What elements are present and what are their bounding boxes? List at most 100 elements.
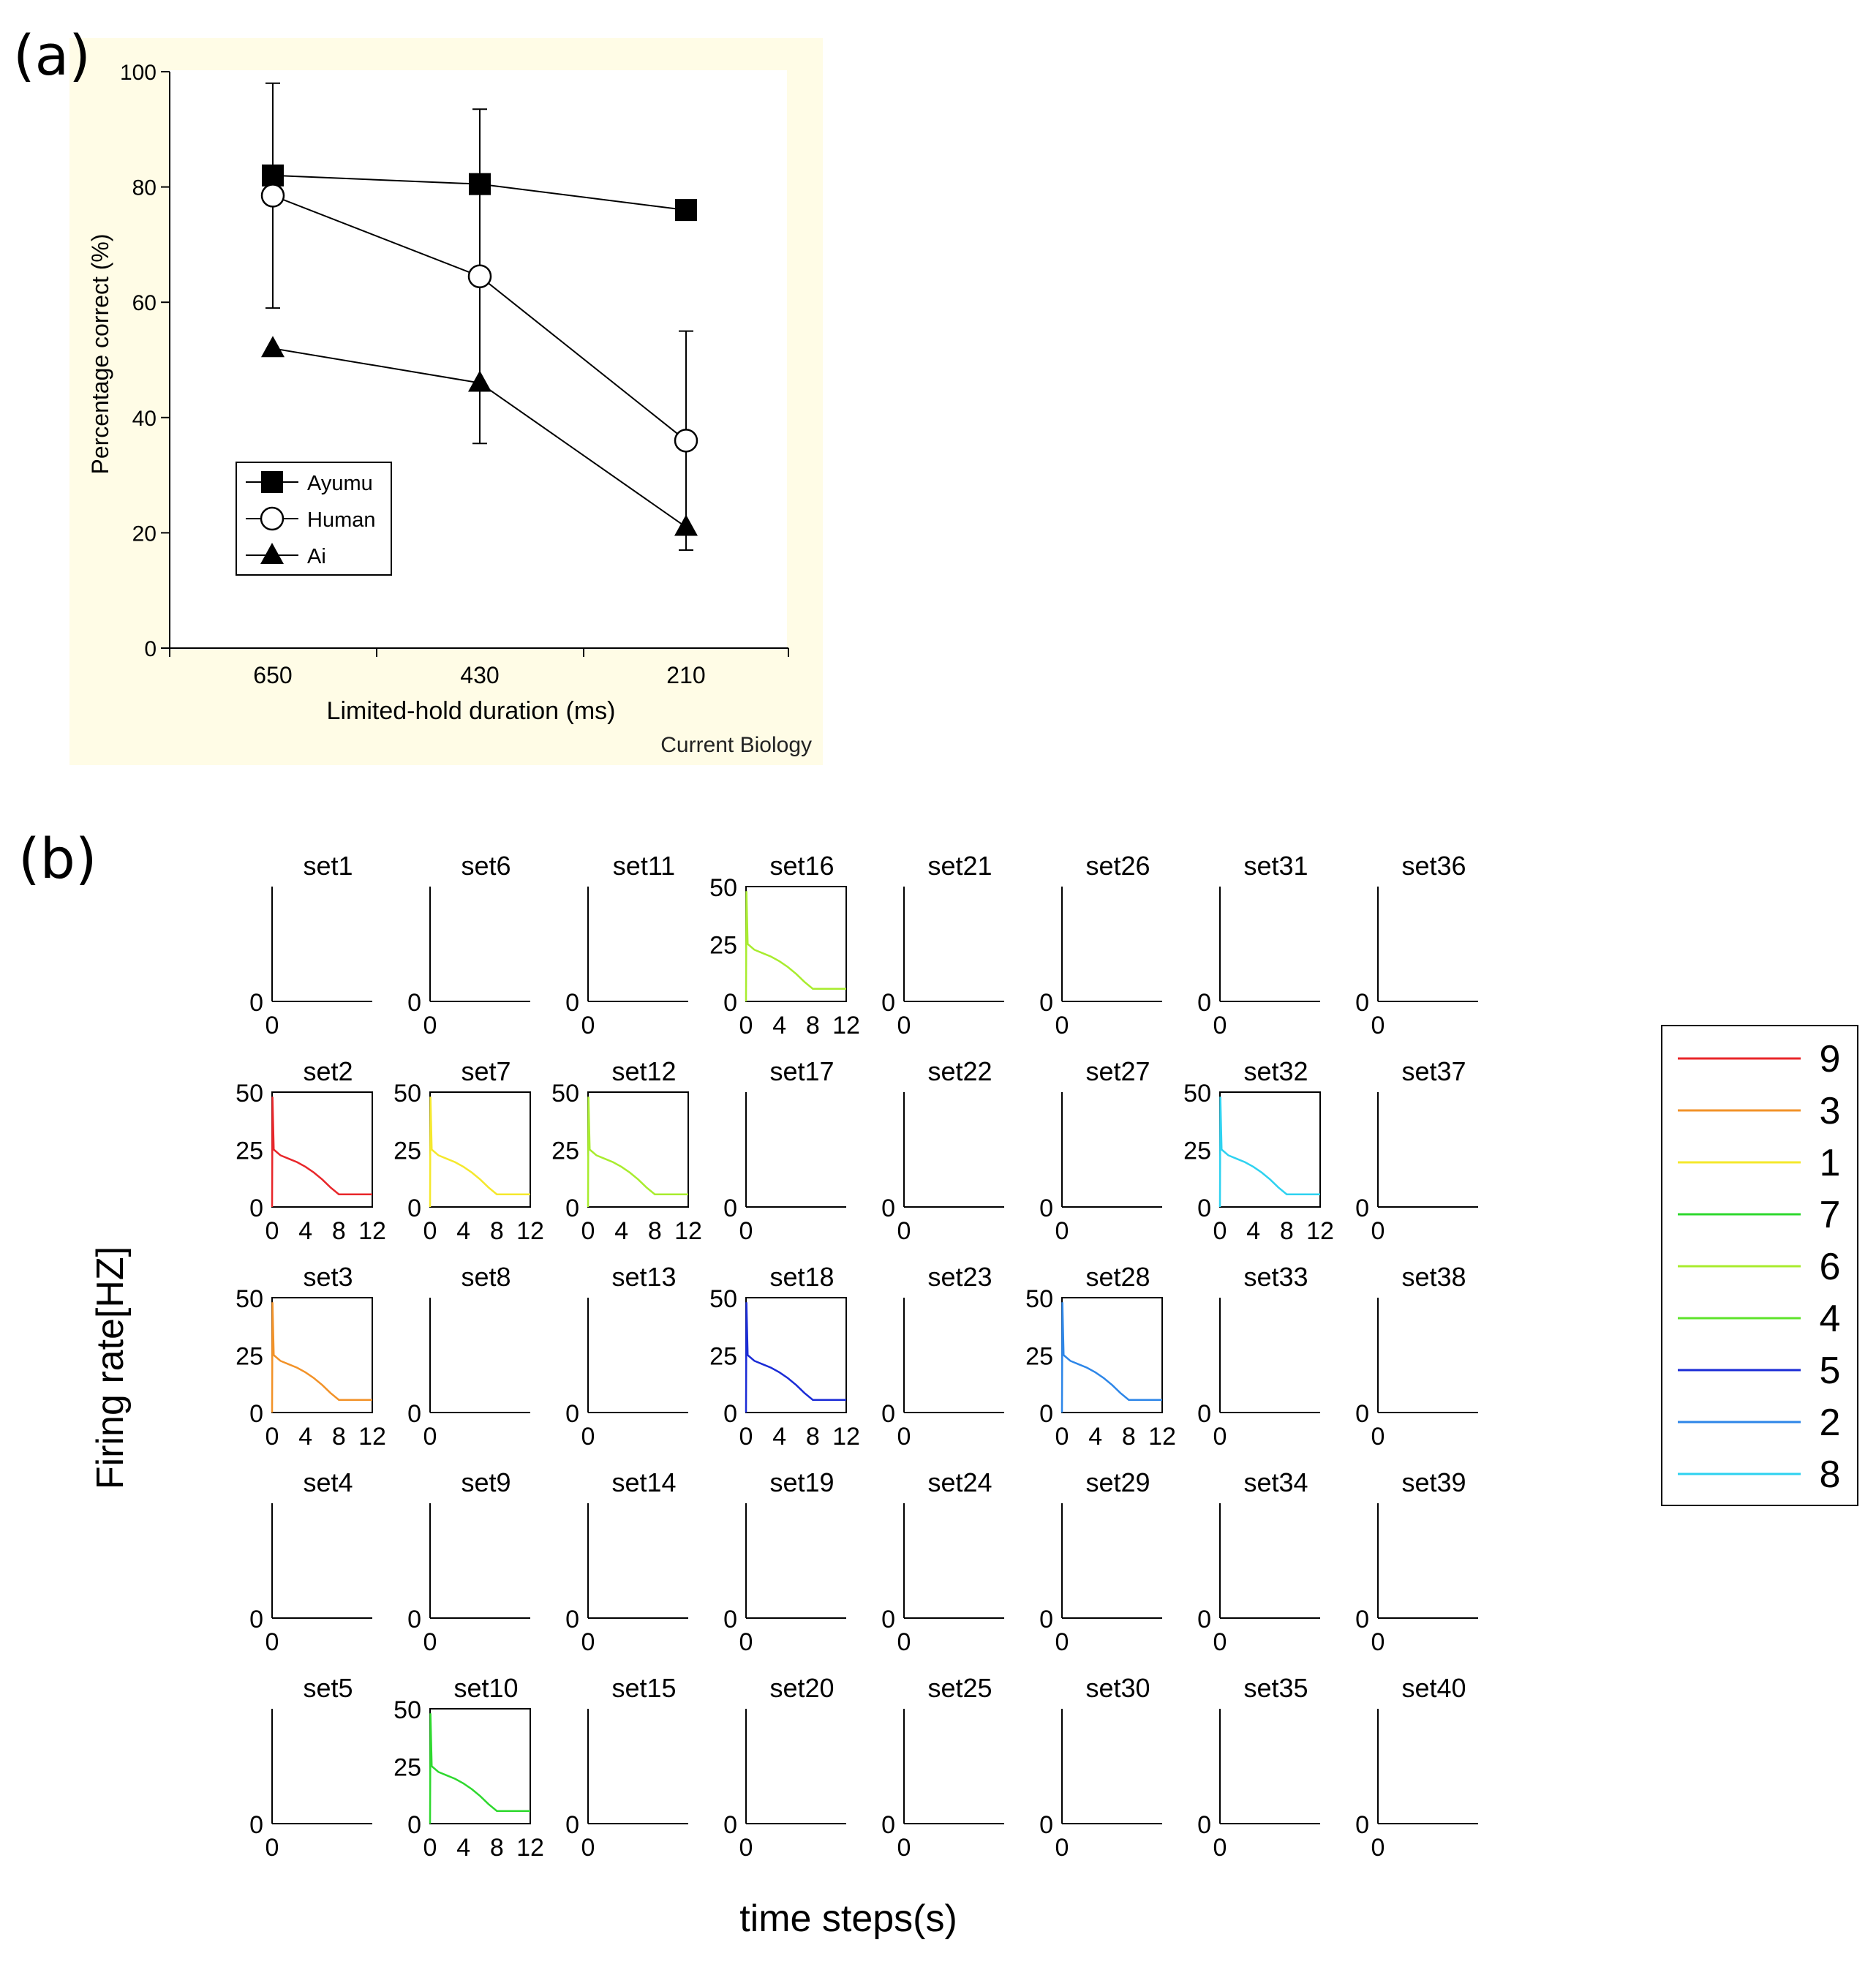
x-tick-label: 8 (806, 1012, 820, 1039)
legend-label: 2 (1820, 1402, 1841, 1444)
subplot-box (271, 1091, 373, 1208)
subplot-title: set4 (303, 1467, 353, 1497)
subplot-box (1219, 1091, 1321, 1208)
legend-label: Human (307, 508, 376, 532)
subplot-set15: set15 00 (565, 1673, 688, 1862)
firing-rate-line (1218, 1097, 1320, 1208)
y-tick-label: 0 (249, 1195, 263, 1222)
x-tick-label: 12 (674, 1217, 702, 1245)
y-tick-label: 0 (1197, 1400, 1211, 1428)
y-tick-label: 0 (881, 1606, 895, 1633)
y-tick-label: 0 (565, 1606, 579, 1633)
x-tick-label: 0 (1213, 1628, 1227, 1656)
x-tick-label: 0 (1213, 1834, 1227, 1862)
y-tick-label: 0 (407, 1606, 421, 1633)
x-tick-label: 4 (456, 1834, 470, 1862)
x-tick-label: 0 (897, 1012, 911, 1039)
legend-label: 7 (1820, 1194, 1841, 1236)
circle-marker (674, 429, 698, 453)
subplot-title: set3 (303, 1262, 353, 1292)
subplot-title: set29 (1085, 1467, 1150, 1497)
y-tick-label: 0 (407, 1400, 421, 1428)
y-tick-label: 0 (407, 1811, 421, 1839)
legend-label: 6 (1820, 1246, 1841, 1288)
y-tick-label: 50 (709, 1285, 737, 1313)
y-tick-label: 0 (249, 1811, 263, 1839)
firing-rate-line (745, 1302, 846, 1413)
subplot-set39: set39 00 (1355, 1467, 1478, 1656)
y-tick-label: 0 (565, 1811, 579, 1839)
x-tick-label: 0 (1371, 1628, 1385, 1656)
x-tick-label: 0 (1213, 1012, 1227, 1039)
subplot-set19: set19 00 (723, 1467, 846, 1656)
subplot-title: set34 (1243, 1467, 1308, 1497)
x-tick-label: 0 (581, 1423, 595, 1451)
panel-a-legend: Ayumu Human Ai (236, 462, 392, 576)
triangle-marker (260, 543, 284, 564)
subplot-title: set6 (461, 851, 511, 881)
subplot-title: set11 (613, 851, 675, 881)
triangle-marker (674, 514, 698, 536)
legend-label: 4 (1820, 1298, 1841, 1340)
x-tick-label: 0 (1055, 1834, 1069, 1862)
x-tick-label: 12 (516, 1217, 544, 1245)
subplot-title: set28 (1085, 1262, 1150, 1292)
subplot-title: set23 (927, 1262, 992, 1292)
subplot-set13: set13 00 (565, 1262, 688, 1451)
x-tick-label: 0 (265, 1423, 279, 1451)
subplot-set37: set37 00 (1355, 1056, 1478, 1245)
subplot-box (1061, 1297, 1163, 1413)
firing-rate-line (429, 1097, 530, 1208)
x-tick-label: 0 (1055, 1217, 1069, 1245)
y-tick-label: 0 (1039, 989, 1053, 1017)
panel-b-label: (b) (18, 826, 97, 891)
square-marker (261, 471, 283, 493)
subplot-title: set36 (1401, 851, 1466, 881)
subplot-title: set20 (769, 1673, 834, 1703)
triangle-marker (261, 336, 285, 358)
y-tick-label: 0 (1197, 989, 1211, 1017)
subplot-set22: set22 00 (881, 1056, 1004, 1245)
x-tick-label: 0 (1055, 1012, 1069, 1039)
y-tick-label: 60 (132, 291, 157, 315)
x-tick-label: 0 (265, 1628, 279, 1656)
x-tick-label: 0 (739, 1834, 753, 1862)
subplot-title: set38 (1401, 1262, 1466, 1292)
subplot-title: set2 (303, 1056, 353, 1086)
y-tick-label: 25 (1183, 1137, 1211, 1165)
y-tick-label: 0 (565, 1195, 579, 1222)
y-tick-label: 0 (1355, 1811, 1369, 1839)
y-tick-label: 50 (1025, 1285, 1053, 1313)
subplot-title: set35 (1243, 1673, 1308, 1703)
subplot-title: set31 (1243, 851, 1308, 881)
subplot-title: set26 (1085, 851, 1150, 881)
x-tick-label: 12 (358, 1423, 386, 1451)
x-tick-label: 0 (897, 1628, 911, 1656)
panel-a-label: (a) (13, 23, 91, 88)
subplot-set14: set14 00 (565, 1467, 688, 1656)
y-tick-label: 100 (120, 61, 157, 85)
subplot-title: set17 (769, 1056, 834, 1086)
y-tick-label: 0 (1355, 989, 1369, 1017)
subplot-title: set5 (303, 1673, 353, 1703)
x-tick-label: 4 (1246, 1217, 1260, 1245)
subplot-set6: set6 00 (407, 851, 530, 1039)
panel-a-credit: Current Biology (660, 733, 812, 757)
y-tick-label: 25 (551, 1137, 579, 1165)
subplot-title: set37 (1401, 1056, 1466, 1086)
panel-a-xlabel: Limited-hold duration (ms) (327, 697, 616, 725)
x-tick-label: 0 (581, 1217, 595, 1245)
y-tick-label: 0 (407, 989, 421, 1017)
y-tick-label: 0 (723, 1811, 737, 1839)
x-tick-label: 8 (648, 1217, 662, 1245)
x-tick-label: 650 (253, 662, 292, 688)
subplot-set5: set5 00 (249, 1673, 372, 1862)
panel-b-xlabel: time steps(s) (739, 1898, 957, 1940)
y-tick-label: 25 (393, 1754, 421, 1782)
